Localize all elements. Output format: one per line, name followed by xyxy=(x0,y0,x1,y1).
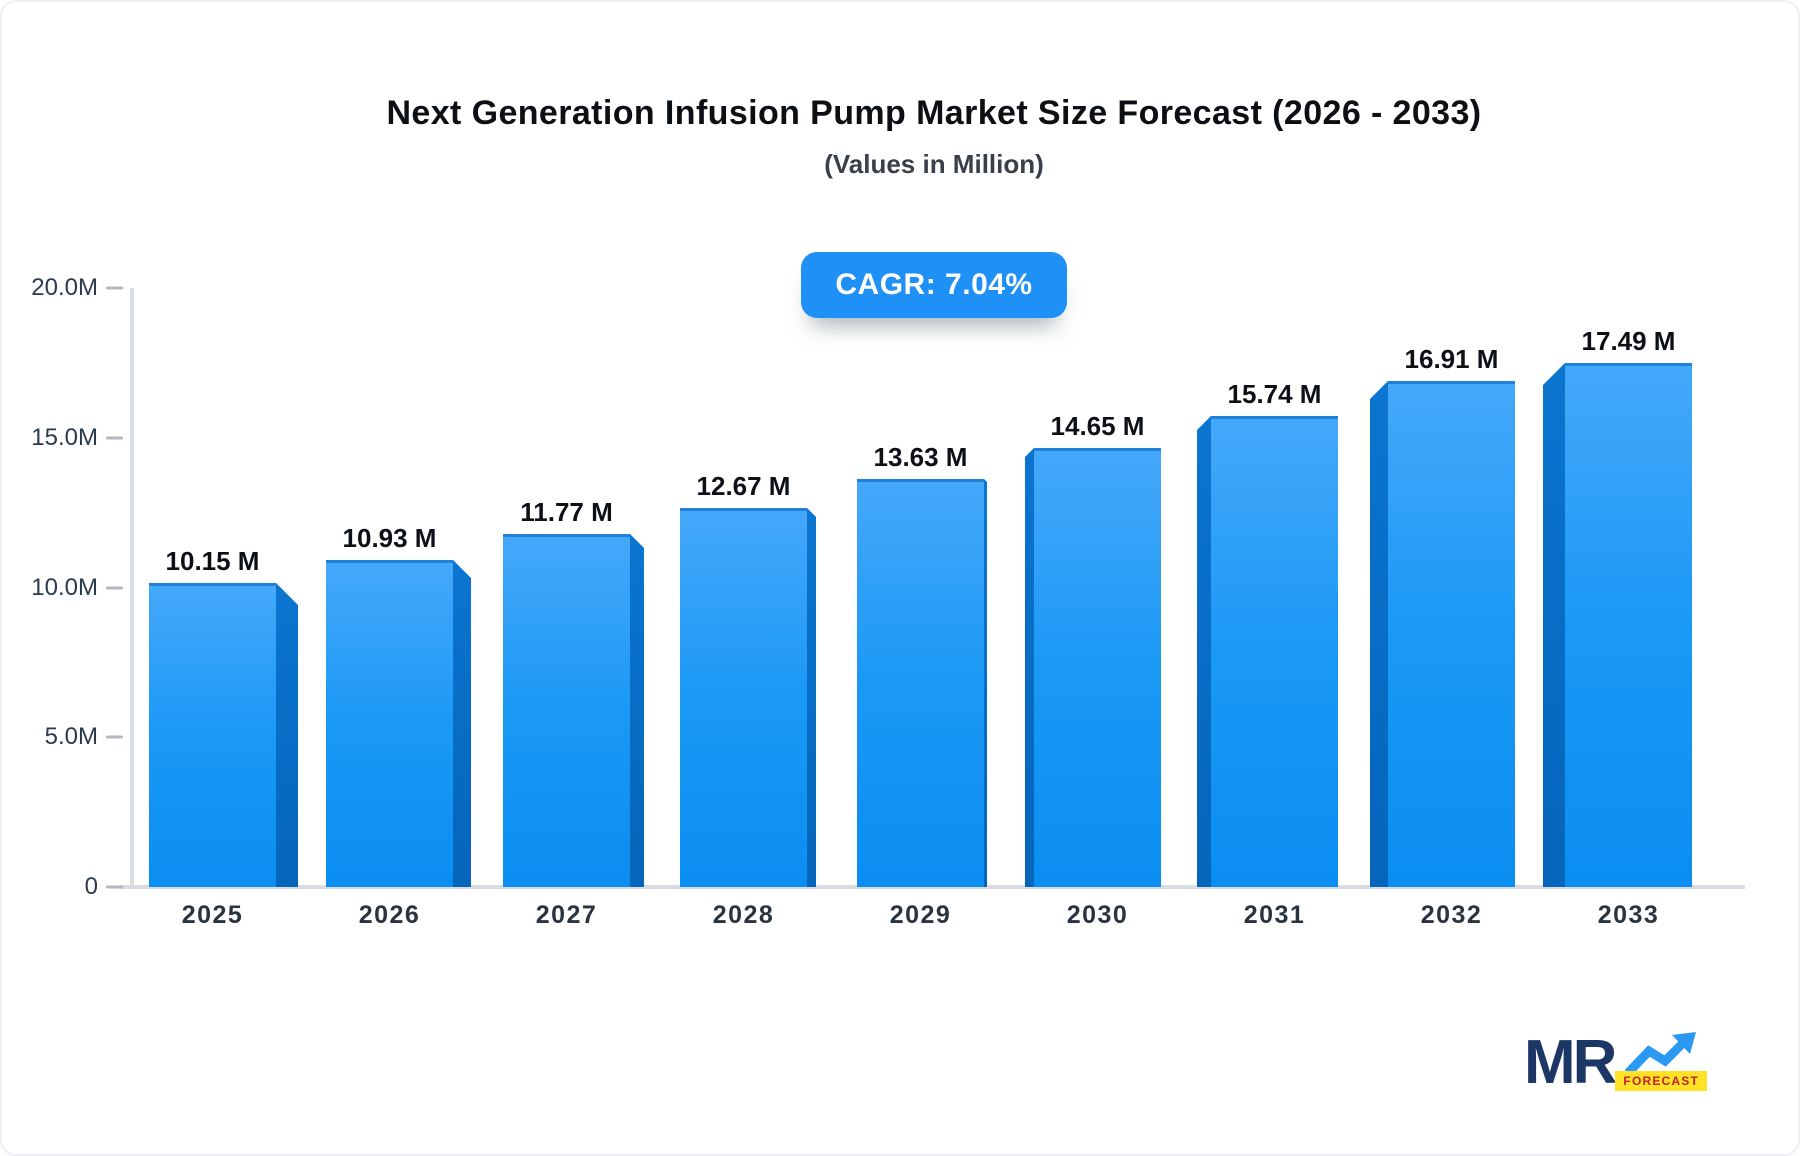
y-tick-label: 10.0M xyxy=(31,573,98,601)
y-tick-label: 0 xyxy=(84,873,98,900)
x-axis-label-2028: 2028 xyxy=(712,901,775,929)
bar-2033[interactable] xyxy=(1565,363,1692,887)
bar-value-label-2031: 15.74 M xyxy=(1227,379,1322,409)
y-tick-label: 15.0M xyxy=(31,423,98,451)
y-tick-mark xyxy=(106,885,123,889)
bar-side-2031 xyxy=(1197,416,1211,887)
y-tick-label: 20.0M xyxy=(31,274,98,301)
mr-forecast-logo: MR FORECAST xyxy=(1524,1028,1708,1098)
x-axis-label-2031: 2031 xyxy=(1243,901,1306,929)
bar-value-label-2025: 10.15 M xyxy=(165,546,260,576)
x-axis-label-2025: 2025 xyxy=(181,901,244,929)
bar-side-2032 xyxy=(1370,381,1388,887)
bar-value-label-2026: 10.93 M xyxy=(342,523,437,553)
y-tick-label: 5.0M xyxy=(44,723,98,751)
bar-side-2026 xyxy=(453,560,471,887)
x-axis-label-2030: 2030 xyxy=(1066,901,1129,929)
bar-2031[interactable] xyxy=(1211,416,1338,887)
logo-mr-text: MR xyxy=(1524,1028,1617,1098)
logo-forecast-text: FORECAST xyxy=(1615,1071,1708,1091)
x-axis-label-2033: 2033 xyxy=(1597,901,1660,929)
bar-side-2028 xyxy=(807,508,816,887)
x-axis-label-2026: 2026 xyxy=(358,901,421,929)
growth-arrow-icon xyxy=(1624,1032,1697,1077)
bar-value-label-2028: 12.67 M xyxy=(696,471,791,501)
bar-2028[interactable] xyxy=(680,508,807,887)
bar-side-2027 xyxy=(630,534,644,887)
bar-2027[interactable] xyxy=(503,534,630,887)
x-axis-line xyxy=(119,885,1745,889)
y-tick-mark xyxy=(106,735,123,739)
bar-side-2029 xyxy=(984,479,987,887)
x-axis-label-2027: 2027 xyxy=(535,901,598,929)
bar-2030[interactable] xyxy=(1034,448,1161,887)
bar-side-2030 xyxy=(1025,448,1034,887)
bar-2029[interactable] xyxy=(857,479,984,887)
bar-value-label-2033: 17.49 M xyxy=(1581,326,1676,356)
bar-2025[interactable] xyxy=(149,583,276,887)
bar-value-label-2029: 13.63 M xyxy=(873,442,968,472)
bar-value-label-2027: 11.77 M xyxy=(520,497,613,527)
x-axis-label-2029: 2029 xyxy=(889,901,952,929)
cagr-badge: CAGR: 7.04% xyxy=(801,252,1067,318)
bar-value-label-2030: 14.65 M xyxy=(1050,411,1145,441)
y-axis-line xyxy=(130,288,134,887)
chart-subtitle: (Values in Million) xyxy=(824,149,1044,179)
chart-title: Next Generation Infusion Pump Market Siz… xyxy=(386,94,1482,132)
bar-2032[interactable] xyxy=(1388,381,1515,887)
x-axis-label-2032: 2032 xyxy=(1420,901,1483,929)
bar-side-2033 xyxy=(1543,363,1565,887)
cagr-badge-row: CAGR: 7.04% xyxy=(68,252,1800,318)
y-tick-mark xyxy=(106,286,123,290)
bar-value-label-2032: 16.91 M xyxy=(1404,344,1499,374)
y-tick-mark xyxy=(106,436,123,440)
bar-side-2025 xyxy=(276,583,298,887)
bar-2026[interactable] xyxy=(326,560,453,887)
chart-header: Next Generation Infusion Pump Market Siz… xyxy=(68,94,1800,180)
y-tick-mark xyxy=(106,586,123,589)
